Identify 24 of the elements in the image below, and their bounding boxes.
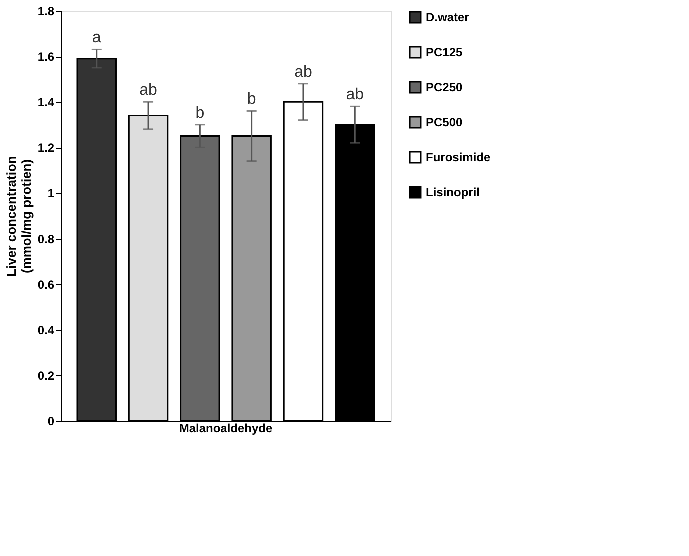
y-tick-label: 0.6 [38,278,55,292]
y-tick-label: 1.4 [38,96,55,110]
legend-label: D.water [426,10,470,24]
x-tick-label: Malanoaldehyde [179,422,274,436]
annotation: b [247,91,256,108]
y-tick-label: 1.8 [38,4,55,18]
legend-label: PC250 [426,80,464,94]
annotation: b [196,104,205,122]
legend-label: Furosimide [426,150,491,164]
y-tick-label: 1.6 [38,50,55,64]
y-tick-label: 0.8 [38,232,55,246]
annotation: ab [294,64,312,81]
legend-label: Lisinopril [426,186,480,200]
y-tick-label: 1 [48,186,55,201]
y-tick-label: 1.2 [38,141,55,156]
legend-label: PC500 [426,116,464,130]
y-tick-label: 0.2 [38,368,55,383]
legend-label: PC125 [426,46,464,60]
annotation: ab [346,86,364,104]
annotation: ab [140,82,158,100]
y-tick-label: 0 [48,414,55,428]
y-tick-label: 0.4 [38,323,55,338]
y-axis-title: Liver concentration (mmol/mg protien) [4,156,34,277]
annotation: a [92,30,102,47]
